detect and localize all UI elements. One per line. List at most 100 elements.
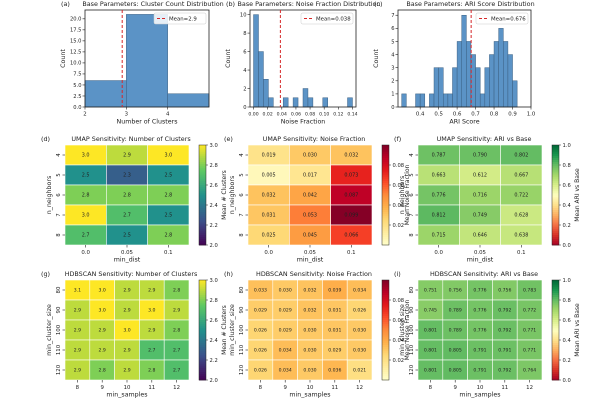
colorbar-segment — [382, 188, 389, 192]
cell-value-label: 0.801 — [424, 368, 437, 374]
cell-value-label: 0.030 — [303, 153, 317, 159]
colorbar-segment — [382, 153, 389, 156]
cell-value-label: 3.0 — [99, 308, 106, 314]
colorbar-segment — [382, 325, 389, 329]
colorbar-segment — [552, 188, 559, 192]
colorbar-segment — [382, 180, 389, 183]
cell-value-label: 0.031 — [328, 328, 341, 334]
histogram-bar — [452, 67, 458, 108]
colorbar-segment — [552, 350, 559, 354]
colorbar-segment — [382, 365, 389, 368]
cell-value-label: 2.9 — [173, 308, 180, 314]
colorbar-tick-label: 0.2 — [563, 223, 571, 229]
colorbar-segment — [552, 170, 559, 173]
colorbar-segment — [199, 309, 206, 312]
colorbar-segment — [552, 192, 559, 196]
cell-value-label: 0.032 — [303, 288, 316, 294]
colorbar-segment — [199, 359, 206, 362]
colorbar-frame — [551, 279, 560, 381]
colorbar-segment — [552, 336, 559, 339]
x-tick-label: 0.9 — [508, 112, 517, 118]
y-tick-label: 5 — [409, 173, 415, 176]
histogram-bar — [503, 41, 509, 108]
panel-label: (g) — [41, 270, 50, 278]
x-tick-label: 9 — [453, 385, 457, 391]
plot-frame — [397, 9, 532, 108]
cell-value-label: 0.030 — [303, 368, 316, 374]
colorbar-label: Mean Noise Fraction — [404, 299, 411, 360]
panel-label: (f) — [394, 135, 401, 143]
colorbar-tick-label: 0.06 — [393, 318, 405, 324]
histogram-bar — [456, 41, 462, 108]
colorbar-segment — [552, 234, 559, 238]
colorbar-segment — [199, 375, 206, 379]
cell-value-label: 2.9 — [123, 288, 130, 294]
colorbar-segment — [552, 226, 559, 229]
colorbar-segment — [552, 309, 559, 312]
histogram-bar — [484, 67, 490, 108]
y-tick-label: 8 — [243, 31, 246, 37]
cell-value-label: 0.801 — [424, 328, 437, 334]
colorbar-segment — [199, 236, 206, 240]
colorbar-segment — [199, 346, 206, 350]
histogram-bar — [84, 80, 127, 108]
cell-value-label: 2.8 — [123, 193, 131, 199]
colorbar-segment — [552, 302, 559, 306]
colorbar-segment — [382, 319, 389, 323]
colorbar-segment — [199, 311, 206, 314]
cell-value-label: 2.9 — [148, 328, 155, 334]
colorbar-segment — [199, 325, 206, 329]
colorbar-tick-label: 1.0 — [563, 143, 571, 149]
cell-value-label: 0.789 — [449, 308, 462, 314]
cell-value-label: 0.756 — [449, 288, 462, 294]
colorbar-segment — [382, 330, 389, 333]
cell-value-label: 2.5 — [164, 173, 172, 179]
y-tick-label: 8 — [409, 233, 415, 237]
x-axis-label: min_samples — [106, 392, 147, 399]
colorbar-segment — [552, 236, 559, 240]
colorbar-segment — [552, 367, 559, 370]
histogram-bar — [307, 97, 314, 108]
y-tick-label: 1 — [391, 92, 394, 98]
colorbar-tick-label: 0.08 — [393, 163, 405, 169]
y-axis-label: Count — [373, 49, 380, 68]
y-tick-label: 0 — [243, 105, 246, 111]
cell-value-label: 0.792 — [498, 328, 511, 334]
colorbar-segment — [552, 323, 559, 327]
colorbar-segment — [552, 342, 559, 345]
y-axis-label: Count — [60, 49, 67, 68]
colorbar-segment — [552, 352, 559, 356]
cell-value-label: 0.783 — [523, 288, 536, 294]
x-tick-label: 0.10 — [319, 112, 329, 118]
colorbar-segment — [199, 182, 206, 185]
cell-value-label: 0.612 — [473, 173, 487, 179]
y-tick-label: 2 — [391, 79, 394, 85]
cell-value-label: 2.9 — [74, 328, 81, 334]
x-tick-label: 0.08 — [305, 112, 315, 118]
x-axis-label: ARI Score — [449, 119, 479, 126]
histogram-panel-2: 0.4 0.5 0.6 0.7 0.8 0.9 1.0 0 1 2 3 4 5 6 7 ARI Score Co… — [373, 0, 536, 126]
colorbar-segment — [552, 296, 559, 300]
colorbar-segment — [382, 213, 389, 217]
colorbar-segment — [382, 240, 389, 244]
colorbar-tick-label: 2.6 — [210, 183, 218, 189]
cell-value-label: 3.0 — [82, 153, 90, 159]
x-tick-label: 0.1 — [347, 250, 356, 256]
cell-value-label: 0.042 — [303, 193, 317, 199]
x-tick-label: 4 — [166, 112, 170, 118]
colorbar-segment — [382, 288, 389, 291]
colorbar-segment — [199, 288, 206, 291]
colorbar-segment — [199, 332, 206, 335]
colorbar-segment — [382, 147, 389, 150]
colorbar-segment — [199, 205, 206, 208]
colorbar-segment — [382, 195, 389, 198]
colorbar-segment — [199, 201, 206, 204]
colorbar-segment — [199, 199, 206, 202]
y-tick-label: 15.0 — [70, 39, 82, 45]
chart-title: Base Parameters: Cluster Count Distribut… — [82, 0, 223, 8]
y-tick-label: 90 — [409, 306, 415, 313]
colorbar-segment — [382, 203, 389, 206]
colorbar-segment — [199, 147, 206, 150]
cell-value-label: 2.8 — [99, 368, 106, 374]
cell-value-label: 0.667 — [514, 173, 528, 179]
